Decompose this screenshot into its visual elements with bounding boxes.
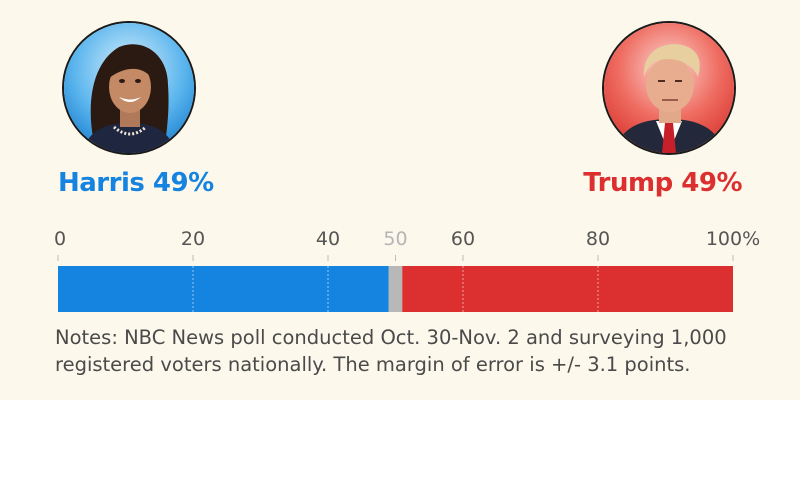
- harris-label: Harris 49%: [58, 168, 214, 198]
- harris-portrait: [62, 21, 196, 155]
- notes-line-1: Notes: NBC News poll conducted Oct. 30-N…: [55, 326, 727, 349]
- tick-label-60: 60: [451, 228, 475, 250]
- tick-label-80: 80: [586, 228, 610, 250]
- trump-portrait: [602, 21, 736, 155]
- tick-label-50: 50: [383, 228, 407, 250]
- tick-label-100: 100%: [706, 228, 760, 250]
- tick-label-0: 0: [54, 228, 66, 250]
- poll-notes: Notes: NBC News poll conducted Oct. 30-N…: [55, 324, 755, 378]
- bar-segment-1: [388, 266, 403, 312]
- bar-segment-0: [58, 266, 389, 312]
- poll-panel: Harris 49% Trump 49% 0 20 40 50 60 80 100% Not…: [0, 0, 800, 400]
- trump-label: Trump 49%: [583, 168, 742, 198]
- notes-line-2: registered voters nationally. The margin…: [55, 353, 691, 376]
- tick-label-40: 40: [316, 228, 340, 250]
- bar-segment-2: [402, 266, 733, 312]
- poll-bar-chart: 0 20 40 50 60 80 100%: [54, 228, 760, 312]
- tick-label-20: 20: [181, 228, 205, 250]
